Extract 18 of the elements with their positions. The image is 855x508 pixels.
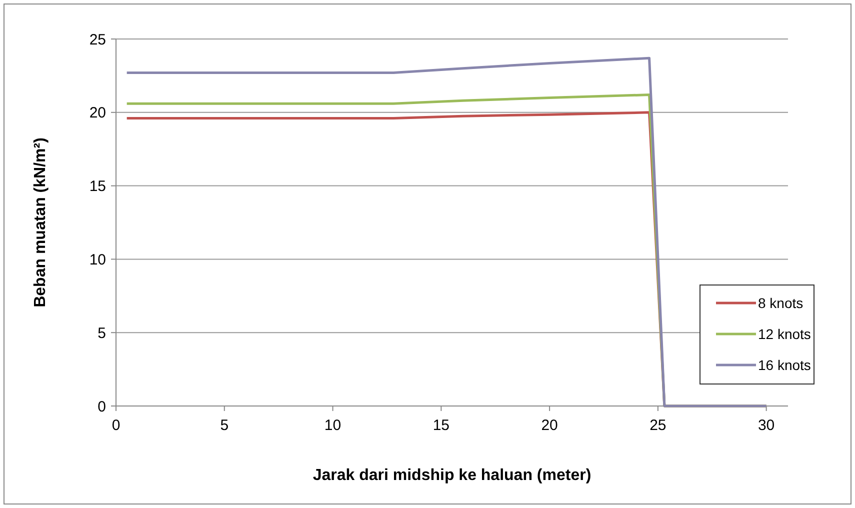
x-tick-label: 15 — [432, 417, 450, 434]
y-tick-label: 5 — [98, 324, 106, 342]
x-tick-label: 0 — [112, 417, 120, 434]
x-tick-label: 20 — [541, 417, 558, 434]
x-tick-label: 30 — [758, 417, 775, 434]
x-tick-label: 10 — [324, 417, 342, 434]
x-tick-label: 5 — [220, 417, 229, 434]
legend-label: 8 knots — [758, 294, 804, 311]
legend-label: 16 knots — [758, 356, 811, 373]
y-axis-title: Beban muatan (kN/m²) — [32, 138, 49, 308]
x-tick-label: 25 — [650, 417, 666, 434]
y-tick-label: 10 — [89, 251, 106, 268]
y-tick-label: 20 — [89, 104, 106, 122]
y-tick-label: 15 — [89, 178, 106, 196]
x-axis-title: Jarak dari midship ke haluan (meter) — [312, 467, 592, 484]
y-tick-label: 0 — [98, 398, 106, 416]
y-tick-label: 25 — [89, 31, 106, 48]
legend-label: 12 knots — [758, 326, 811, 342]
